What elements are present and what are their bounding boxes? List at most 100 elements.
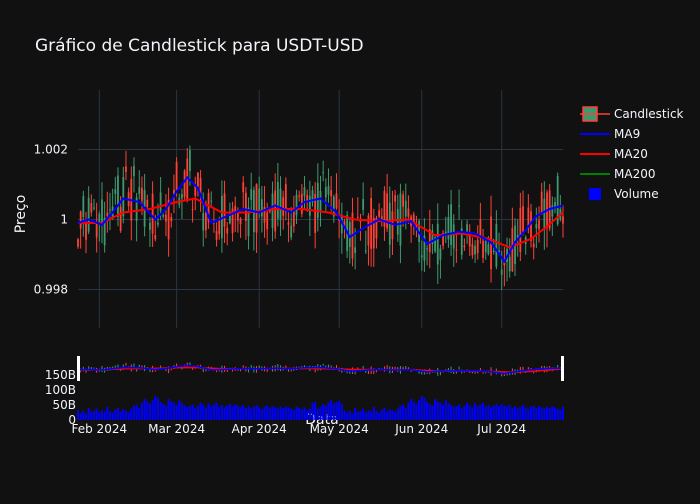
volume-bar [498, 406, 501, 420]
candle-body [394, 195, 397, 202]
candle-body [468, 233, 471, 247]
candle-body [292, 208, 295, 227]
volume-bar [239, 406, 242, 420]
candle-body [407, 208, 410, 217]
candle-body [452, 224, 455, 249]
volume-bar [375, 411, 378, 420]
candle-body [364, 250, 367, 252]
range-slider[interactable] [77, 356, 564, 381]
volume-bar [279, 406, 282, 420]
candle-body [231, 208, 234, 234]
volume-bar [244, 408, 247, 420]
candle-body [484, 240, 487, 253]
volume-bar [535, 408, 538, 420]
volume-bar [268, 408, 271, 420]
candle-body [442, 233, 444, 246]
candle-body [157, 222, 159, 225]
volume-bar [412, 401, 415, 420]
volume-bar [274, 407, 277, 420]
volume-bar [346, 412, 349, 420]
volume-bar [282, 408, 285, 420]
range-handle-left [77, 356, 80, 381]
candle-body [527, 207, 530, 229]
candle-body [375, 217, 378, 239]
volume-bar [388, 409, 391, 420]
volume-bar [514, 406, 517, 420]
volume-bar [540, 407, 543, 420]
volume-bar [316, 408, 319, 420]
candle-body [482, 240, 484, 259]
volume-bar [290, 408, 293, 420]
candle-body [250, 189, 253, 200]
candle-body [359, 221, 362, 223]
candle-body [175, 161, 178, 191]
volume-bar [378, 412, 381, 420]
volume-tick-label: 150B [45, 368, 76, 382]
candle-body [434, 237, 436, 252]
volume-bar [162, 403, 165, 420]
volume-bar [295, 406, 298, 420]
volume-bars [77, 396, 564, 420]
volume-bar [338, 400, 341, 420]
candle-body [460, 228, 463, 255]
candle-body [343, 221, 346, 227]
volume-bar [188, 406, 191, 420]
candle-body [562, 216, 564, 224]
candle-body [327, 185, 330, 195]
candle-body [141, 187, 143, 201]
volume-bar [271, 406, 274, 420]
candle-body [247, 207, 250, 237]
volume-bar [527, 409, 530, 420]
legend-label-candle: Candlestick [614, 107, 684, 121]
candle-body [335, 193, 338, 209]
volume-bar [119, 411, 122, 420]
volume-bar [116, 408, 119, 420]
candle-body [556, 175, 559, 225]
range-handle-right [561, 356, 564, 381]
volume-bar [394, 412, 397, 420]
candle-body [540, 191, 543, 215]
candle-body [378, 210, 381, 217]
volume-bar [311, 402, 314, 420]
candle-body [95, 222, 98, 238]
candle-body [103, 217, 106, 246]
candle-body [311, 190, 314, 203]
volume-bar [98, 412, 101, 420]
candle-body [383, 190, 386, 227]
y-axis-label: Preço [13, 195, 29, 234]
candle-body [266, 212, 269, 230]
volume-bar [420, 396, 423, 420]
candle-body [284, 184, 287, 212]
price-tick-label: 1.002 [34, 143, 68, 157]
candle-body [532, 243, 535, 248]
volume-bar [212, 404, 215, 420]
candle-body [447, 216, 450, 240]
volume-bar [167, 399, 170, 420]
candle-body [183, 170, 186, 197]
volume-bar [300, 409, 303, 420]
volume-bar [327, 402, 330, 420]
date-tick-label: Jul 2024 [476, 422, 526, 436]
candle-body [500, 269, 503, 275]
volume-bar [500, 404, 503, 420]
volume-bar [436, 401, 439, 420]
candle-body [356, 216, 359, 218]
volume-bar [186, 406, 189, 420]
volume-bar [522, 405, 525, 420]
candle-body [543, 198, 546, 230]
volume-bar [263, 406, 266, 420]
volume-bar [298, 408, 301, 420]
volume-bar [452, 406, 455, 420]
volume-bar [324, 405, 327, 420]
volume-bar [218, 406, 221, 420]
volume-bar [196, 405, 199, 420]
volume-bar [191, 404, 194, 420]
candle-body [226, 227, 229, 234]
volume-bar [362, 408, 365, 420]
volume-bar [164, 405, 167, 420]
volume-bar [354, 408, 357, 420]
volume-bar [516, 408, 519, 420]
volume-bar [247, 406, 250, 420]
